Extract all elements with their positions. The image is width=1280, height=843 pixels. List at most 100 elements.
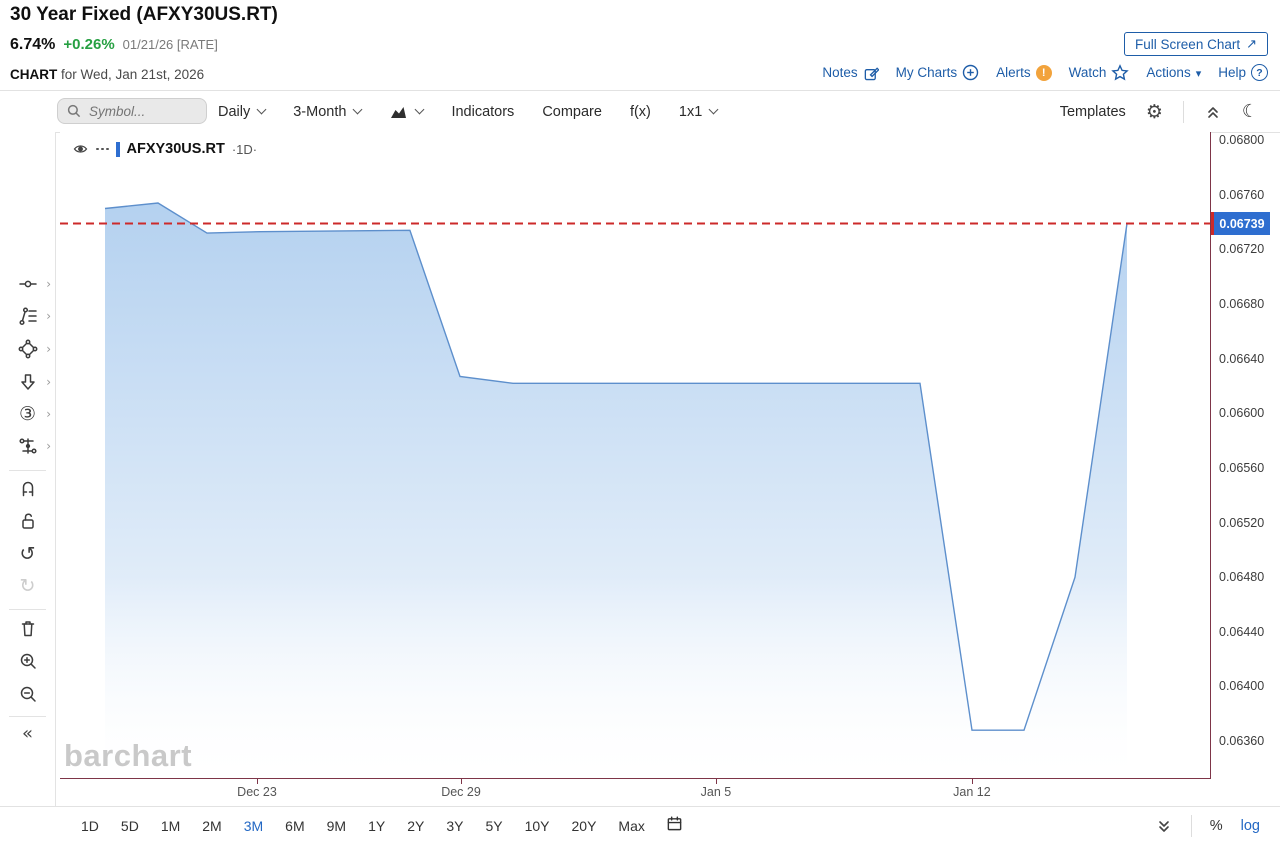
alerts-link[interactable]: Alerts: [996, 64, 1052, 81]
range-button-6M[interactable]: 6M: [285, 817, 305, 834]
series-menu-icon[interactable]: [96, 147, 109, 151]
range-button-20Y[interactable]: 20Y: [571, 817, 597, 834]
bottom-right-group: % log: [1155, 814, 1260, 837]
quote-meta: 01/21/26 [RATE]: [122, 37, 218, 52]
y-axis-label: 0.06600: [1219, 406, 1265, 421]
range-dropdown[interactable]: 3-Month: [293, 104, 363, 120]
range-button-5D[interactable]: 5D: [120, 817, 139, 834]
undo-icon[interactable]: [0, 542, 55, 566]
chart-for-line: CHART for Wed, Jan 21st, 2026: [10, 67, 204, 82]
dark-mode-moon-icon[interactable]: [1242, 101, 1258, 122]
symbol-search: [57, 98, 207, 124]
chevron-right-icon: [46, 277, 51, 291]
notes-link[interactable]: Notes: [822, 65, 879, 81]
chart-type-dropdown[interactable]: [389, 103, 425, 120]
page-title: 30 Year Fixed (AFXY30US.RT): [10, 4, 278, 25]
trendlines-tool-icon[interactable]: [0, 304, 55, 328]
range-button-3M[interactable]: 3M: [243, 817, 264, 834]
collapse-up-icon[interactable]: [1204, 103, 1222, 121]
calendar-icon[interactable]: [666, 815, 683, 837]
period-dropdown[interactable]: Daily: [218, 104, 267, 120]
chart-panel[interactable]: AFXY30US.RT ·1D· barchart: [60, 132, 1211, 779]
zoom-in-icon[interactable]: [0, 649, 55, 673]
x-axis-tick: [256, 779, 258, 784]
legend-symbol: AFXY30US.RT: [126, 141, 225, 157]
range-button-2M[interactable]: 2M: [202, 817, 222, 834]
indicators-button[interactable]: Indicators: [451, 103, 515, 120]
range-button-Max[interactable]: Max: [618, 817, 645, 834]
y-axis[interactable]: 0.06800 0.06760 0.06720 0.06680 0.06640 0.066…: [1211, 132, 1280, 778]
header-divider: [0, 90, 1280, 91]
range-button-9M[interactable]: 9M: [326, 817, 347, 834]
quote-row: 6.74% +0.26% 01/21/26 [RATE]: [10, 36, 218, 54]
y-axis-label: 0.06400: [1219, 679, 1265, 694]
help-link[interactable]: Help: [1218, 64, 1268, 81]
x-axis-tick: [715, 779, 717, 784]
trash-icon[interactable]: [0, 616, 55, 640]
last-price-badge: 0.06739: [1211, 212, 1270, 235]
annotation-tool-icon[interactable]: [0, 402, 55, 426]
range-button-10Y[interactable]: 10Y: [524, 817, 550, 834]
bottom-toolbar: 1D 5D 1M 2M 3M 6M 9M 1Y 2Y 3Y 5Y 10Y 20Y Max % log: [0, 806, 1280, 843]
arrows-tool-icon[interactable]: [0, 370, 55, 394]
range-button-1M[interactable]: 1M: [160, 817, 181, 834]
full-screen-chart-button[interactable]: Full Screen Chart: [1124, 32, 1268, 56]
plus-circle-icon: [962, 64, 979, 81]
y-axis-label: 0.06360: [1219, 734, 1265, 749]
chart-legend: AFXY30US.RT ·1D·: [72, 141, 257, 157]
compare-button[interactable]: Compare: [542, 103, 602, 120]
range-button-5Y[interactable]: 5Y: [485, 817, 503, 834]
zoom-out-icon[interactable]: [0, 682, 55, 706]
eye-icon[interactable]: [72, 142, 89, 156]
y-axis-label: 0.06760: [1219, 187, 1265, 202]
symbol-search-input[interactable]: [87, 102, 196, 120]
x-axis[interactable]: Dec 23 Dec 29 Jan 5 Jan 12: [60, 778, 1210, 805]
watch-link[interactable]: Watch: [1069, 64, 1130, 81]
question-circle-icon: [1251, 64, 1268, 81]
sidebar-divider: [9, 609, 46, 610]
redo-icon[interactable]: [0, 574, 55, 598]
drawing-tools-sidebar: [0, 132, 56, 843]
sidebar-divider: [9, 716, 46, 717]
series-color-bar: [115, 141, 120, 157]
templates-button[interactable]: Templates: [1059, 103, 1126, 120]
percent-scale-button[interactable]: %: [1209, 817, 1223, 834]
toolbar-right-group: Templates: [1060, 91, 1258, 132]
star-icon: [1111, 64, 1130, 81]
shapes-tool-icon[interactable]: [0, 337, 55, 361]
cursor-tool-icon[interactable]: [0, 272, 55, 296]
range-button-2Y[interactable]: 2Y: [407, 817, 425, 834]
x-axis-tick: [461, 779, 462, 784]
y-axis-label: 0.06520: [1219, 515, 1265, 530]
chevron-right-icon: [46, 375, 51, 389]
barchart-watermark: barchart: [64, 738, 193, 773]
collapse-sidebar-icon[interactable]: [0, 722, 55, 746]
x-axis-label: Dec 29: [441, 785, 481, 799]
chevron-right-icon: [46, 439, 51, 453]
range-button-1Y[interactable]: 1Y: [368, 817, 386, 834]
y-axis-label: 0.06720: [1219, 242, 1265, 257]
actions-link[interactable]: Actions: [1146, 65, 1201, 80]
search-icon: [67, 104, 81, 118]
toolbar-left-group: Daily 3-Month Indicators Compare f(x) 1x…: [218, 91, 719, 132]
rate-change: +0.26%: [63, 36, 115, 53]
my-charts-link[interactable]: My Charts: [896, 64, 980, 81]
collapse-down-icon[interactable]: [1155, 817, 1173, 835]
log-scale-button[interactable]: log: [1240, 817, 1260, 834]
unlock-icon[interactable]: [0, 509, 55, 533]
price-area-chart: [60, 202, 1210, 778]
fx-button[interactable]: f(x): [629, 103, 651, 120]
chevron-down-icon: [352, 104, 363, 115]
chevron-right-icon: [46, 309, 51, 323]
chart-date: for Wed, Jan 21st, 2026: [61, 67, 205, 82]
range-button-3Y[interactable]: 3Y: [446, 817, 464, 834]
settings-gear-icon[interactable]: [1146, 101, 1163, 123]
range-buttons: 1D 5D 1M 2M 3M 6M 9M 1Y 2Y 3Y 5Y 10Y 20Y Max: [70, 818, 656, 834]
toolbar-divider: [1190, 814, 1192, 837]
grid-layout-dropdown[interactable]: 1x1: [679, 104, 719, 120]
range-button-1D[interactable]: 1D: [81, 817, 99, 834]
chevron-down-icon: [414, 104, 425, 115]
magnet-icon[interactable]: [0, 476, 55, 500]
header-links: Notes My Charts Alerts Watch Actions Hel…: [822, 64, 1268, 81]
measure-tool-icon[interactable]: [0, 434, 55, 458]
